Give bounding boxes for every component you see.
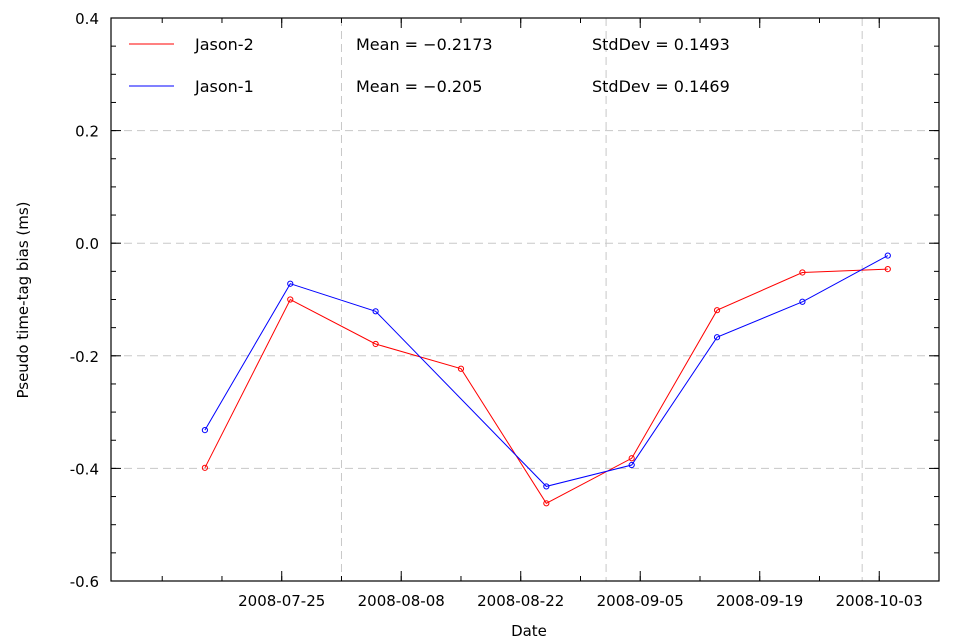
x-tick-label: 2008-10-03 bbox=[836, 592, 923, 610]
series-layer bbox=[201, 252, 891, 507]
legend-stddev-jason-1: StdDev = 0.1469 bbox=[592, 77, 730, 96]
y-tick-label: 0.4 bbox=[75, 10, 99, 28]
data-point-jason-2 bbox=[287, 296, 294, 303]
x-tick-label: 2008-07-25 bbox=[238, 592, 325, 610]
x-tick-label: 2008-09-05 bbox=[597, 592, 684, 610]
data-point-jason-2 bbox=[713, 307, 721, 314]
data-point-jason-1 bbox=[713, 334, 721, 341]
legend-mean-jason-1: Mean = −0.205 bbox=[356, 77, 482, 96]
x-tick-label: 2008-08-08 bbox=[358, 592, 445, 610]
series-line-jason-1 bbox=[204, 255, 889, 487]
data-point-jason-2 bbox=[201, 464, 208, 471]
y-tick-label: 0.2 bbox=[75, 123, 99, 141]
legend-stddev-jason-2: StdDev = 0.1493 bbox=[592, 35, 730, 54]
x-axis-label: Date bbox=[511, 622, 547, 640]
data-point-jason-2 bbox=[799, 269, 806, 276]
legend-label-jason-2: Jason-2 bbox=[194, 35, 254, 54]
legend: Jason-2 Mean = −0.2173 StdDev = 0.1493 J… bbox=[129, 35, 730, 96]
data-point-jason-1 bbox=[799, 298, 806, 305]
data-point-jason-1 bbox=[201, 427, 208, 434]
y-tick-label: 0.0 bbox=[75, 235, 99, 253]
legend-mean-jason-2: Mean = −0.2173 bbox=[356, 35, 493, 54]
x-tick-label: 2008-09-19 bbox=[716, 592, 803, 610]
y-axis-label: Pseudo time-tag bias (ms) bbox=[14, 201, 32, 398]
y-axis: 0.4 0.2 0.0 -0.2 -0.4 -0.6 bbox=[70, 10, 939, 591]
plot-frame bbox=[110, 17, 940, 582]
legend-label-jason-1: Jason-1 bbox=[194, 77, 254, 96]
data-point-jason-2 bbox=[884, 265, 891, 273]
series-line-jason-2 bbox=[204, 268, 888, 504]
data-point-jason-2 bbox=[543, 500, 550, 507]
data-point-jason-2 bbox=[457, 365, 465, 372]
data-point-jason-2 bbox=[372, 340, 379, 348]
data-point-jason-1 bbox=[287, 280, 294, 287]
y-tick-label: -0.6 bbox=[70, 573, 99, 591]
data-point-jason-2 bbox=[628, 455, 635, 462]
x-tick-label: 2008-08-22 bbox=[477, 592, 564, 610]
data-point-jason-1 bbox=[543, 483, 550, 490]
data-point-jason-1 bbox=[884, 252, 891, 259]
y-tick-label: -0.2 bbox=[70, 348, 99, 366]
data-point-jason-1 bbox=[372, 308, 379, 315]
y-tick-label: -0.4 bbox=[70, 460, 99, 478]
data-point-jason-1 bbox=[628, 461, 635, 469]
grid-lines bbox=[111, 18, 939, 581]
x-axis: 2008-07-25 2008-08-08 2008-08-22 2008-09-05… bbox=[161, 18, 940, 610]
